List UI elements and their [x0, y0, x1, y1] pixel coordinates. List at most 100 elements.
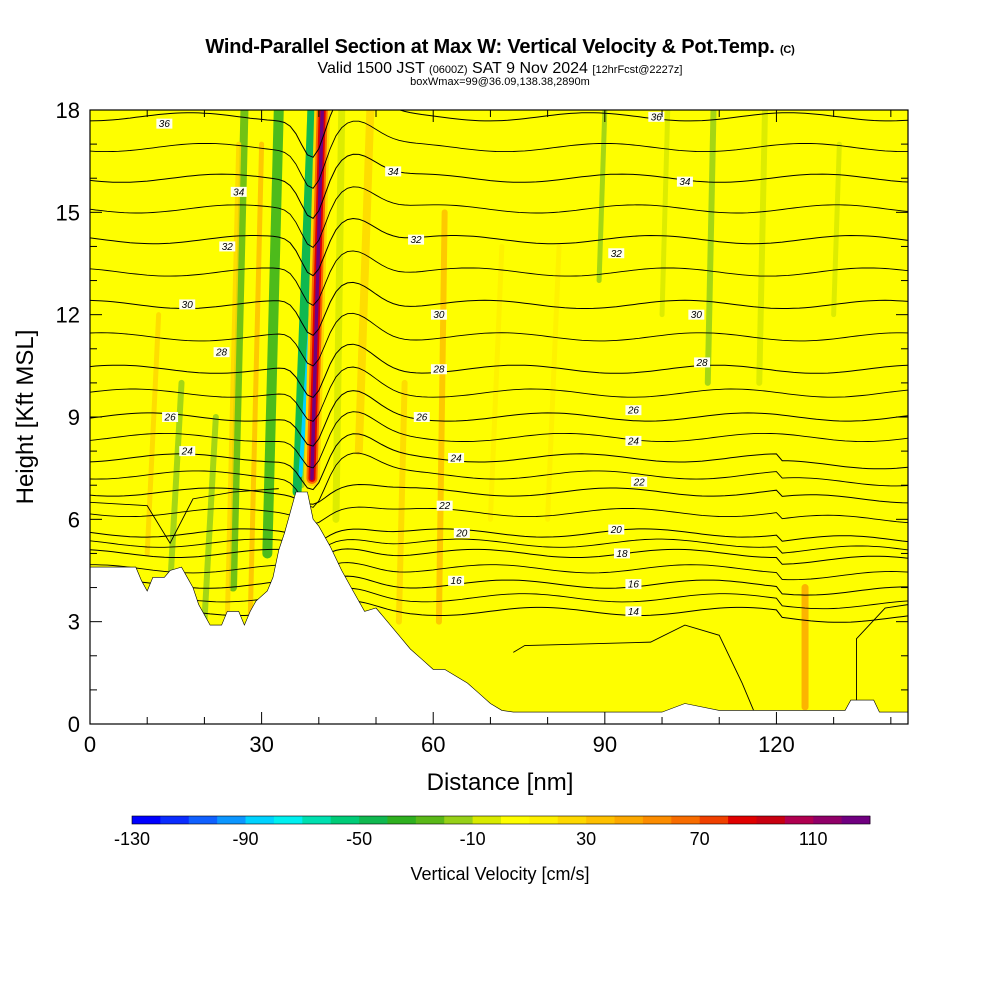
contour-label-bg [230, 186, 247, 197]
y-tick-label: 0 [68, 712, 80, 737]
colorbar-swatch [671, 816, 701, 824]
contour-label-bg [385, 166, 402, 177]
colorbar-swatch [784, 816, 814, 824]
contour-label: 32 [611, 249, 623, 260]
velocity-streak [247, 141, 265, 625]
colorbar-swatch [359, 816, 388, 824]
colorbar-swatch [501, 816, 530, 824]
colorbar-tick-label: -130 [114, 829, 150, 849]
theta-contour [90, 390, 908, 447]
contour-label-bg [676, 176, 693, 187]
theta-isoline [90, 312, 908, 367]
contour-label-bg [625, 606, 642, 617]
terrain-mask [90, 491, 908, 724]
colorbar-swatch [132, 816, 161, 824]
velocity-streak [395, 379, 408, 625]
contour-label: 32 [410, 235, 422, 246]
x-tick-label: 0 [84, 732, 96, 757]
theta-isoline [90, 250, 908, 306]
contour-label: 30 [691, 310, 703, 321]
theta-isoline [90, 506, 908, 525]
colorbar-swatch [529, 816, 559, 824]
colorbar-swatch [756, 816, 786, 824]
velocity-streak [354, 110, 375, 456]
contour-label: 26 [164, 413, 177, 424]
valid-time: Valid 1500 JST (0600Z) SAT 9 Nov 2024 [1… [0, 60, 1000, 78]
contour-label-bg [156, 118, 173, 129]
contour-label-bg [625, 579, 642, 590]
theta-isoline [90, 538, 908, 554]
contour-label: 28 [432, 365, 445, 376]
contour-label: 30 [182, 300, 194, 311]
theta-contour [90, 110, 908, 158]
x-axis-label: Distance [nm] [427, 769, 574, 796]
contour-label-bg [631, 476, 648, 487]
colorbar-swatch [444, 816, 474, 824]
contour-label-bg [408, 234, 425, 245]
velocity-streak [596, 110, 608, 284]
contour-label-bg [213, 347, 230, 358]
x-tick-label: 90 [593, 732, 617, 757]
contour-label-bg [625, 435, 642, 446]
contour-label-bg [613, 548, 630, 559]
theta-isoline [90, 452, 908, 508]
forecast-info: [12hrFcst@2227z] [592, 64, 683, 76]
colorbar-frame [131, 815, 871, 825]
velocity-streak [224, 141, 242, 625]
contour-label-bg [179, 299, 196, 310]
chart-title: Wind-Parallel Section at Max W: Vertical… [0, 36, 1000, 59]
velocity-streak [545, 243, 562, 522]
y-axis-label: Height [Kft MSL] [12, 330, 39, 505]
colorbar-tick-label: 110 [799, 829, 828, 849]
y-tick-label: 12 [56, 303, 80, 328]
zero-velocity-contour [856, 604, 908, 711]
colorbar-swatch [273, 816, 303, 824]
valid-prefix: Valid 1500 JST [317, 60, 425, 77]
contour-label: 24 [181, 447, 194, 458]
x-tick-label: 120 [758, 732, 795, 757]
colorbar-swatch [841, 816, 871, 824]
contour-label: 16 [451, 576, 463, 587]
contour-label: 30 [433, 310, 445, 321]
colorbar-tick-label: 30 [576, 829, 596, 849]
velocity-streak [201, 414, 219, 625]
velocity-streak [332, 110, 346, 523]
contour-label-bg [648, 111, 665, 122]
y-tick-label: 6 [68, 507, 80, 532]
contour-label-bg [436, 500, 453, 511]
theta-contour [90, 528, 908, 544]
contour-label-bg [448, 452, 465, 463]
theta-isoline [90, 186, 908, 248]
theta-isoline [90, 411, 908, 469]
contour-label-bg [430, 309, 447, 320]
colorbar-swatch [586, 816, 615, 824]
colorbar-swatch [813, 816, 843, 824]
velocity-streak [262, 110, 284, 559]
velocity-streak [487, 243, 505, 522]
velocity-streak [167, 379, 185, 591]
contour-label-bg [625, 405, 642, 416]
contour-label: 36 [159, 119, 171, 130]
theta-contour [90, 343, 908, 399]
contour-label-bg [608, 248, 625, 259]
contour-label: 36 [651, 112, 663, 123]
contour-label: 22 [633, 477, 646, 488]
contour-label-bg [219, 241, 236, 252]
velocity-streak [756, 110, 768, 386]
contour-label: 26 [415, 413, 428, 424]
contour-label-bg [179, 446, 196, 457]
theta-contour [90, 433, 908, 491]
theta-isoline [90, 120, 908, 189]
theta-contour [90, 217, 908, 277]
colorbar-swatch [387, 816, 417, 824]
colorbar-label: Vertical Velocity [cm/s] [410, 864, 589, 884]
velocity-streak [831, 141, 842, 318]
zero-velocity-contour [513, 624, 754, 711]
contour-label: 28 [215, 348, 228, 359]
downdraft-flank [292, 110, 317, 497]
contour-label: 34 [679, 177, 691, 188]
contour-label: 26 [627, 406, 640, 417]
contour-label: 24 [627, 436, 640, 447]
contour-label-bg [608, 524, 625, 535]
